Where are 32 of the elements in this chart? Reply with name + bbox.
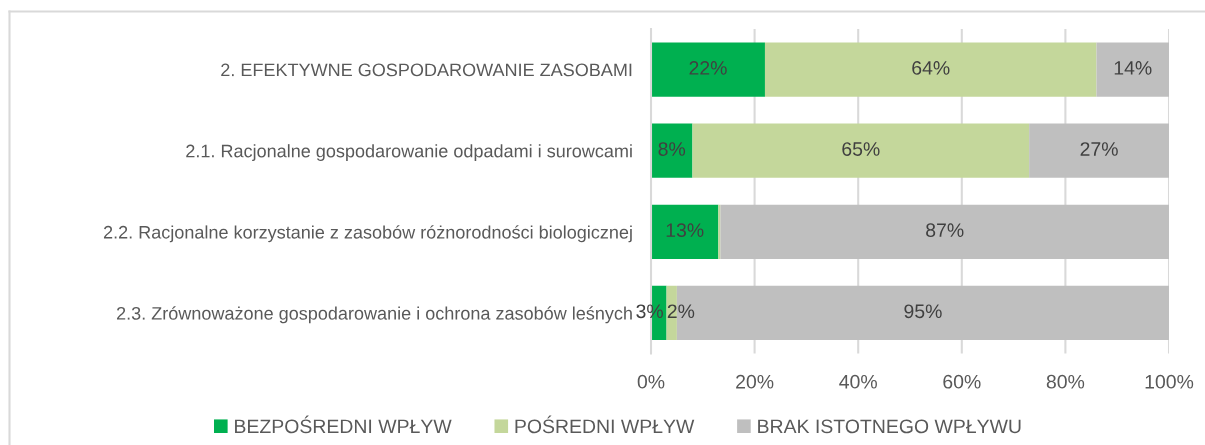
data-label: 22% [689,61,727,75]
data-label: 2% [667,304,695,319]
data-label: 65% [842,142,880,156]
y-tick-label: 2.3. Zrównoważone gospodarowanie i ochrona zasobów leśnych [116,306,632,324]
y-tick-label: 2.1. Racjonalne gospodarowanie odpadami i surowcami [186,144,632,161]
bar [651,42,765,97]
y-tick-label: 2.2. Racjonalne korzystanie z zasobów różnorodności biologicznej [103,225,632,243]
data-label: 87% [926,223,964,238]
data-label: 13% [666,223,704,238]
bar [1096,42,1169,97]
bar [720,204,1169,259]
x-tick-label: 20% [736,374,774,389]
bar [1029,123,1169,178]
x-tick-label: 40% [839,374,877,389]
x-tick-label: 60% [943,374,981,389]
bar [651,123,693,178]
data-label: 14% [1114,61,1152,75]
legend-label: BEZPOŚREDNI WPŁYW [235,415,452,434]
bar [651,204,719,259]
bar [764,42,1097,97]
x-tick-label: 80% [1046,374,1085,389]
y-tick-label: 2. EFEKTYWNE GOSPODAROWANIE ZASOBAMI [221,63,632,77]
legend-label: POŚREDNI WPŁYW [515,415,695,434]
x-tick-label: 0% [637,374,665,389]
data-label: 8% [658,142,686,156]
legend-label: BRAK ISTOTNEGO WPŁYWU [758,419,1021,434]
x-tick-label: 100% [1145,374,1194,389]
bar [718,204,721,259]
bar [692,123,1030,178]
data-label: 95% [904,304,942,319]
data-label: 27% [1080,142,1118,156]
data-label: 64% [912,61,950,75]
